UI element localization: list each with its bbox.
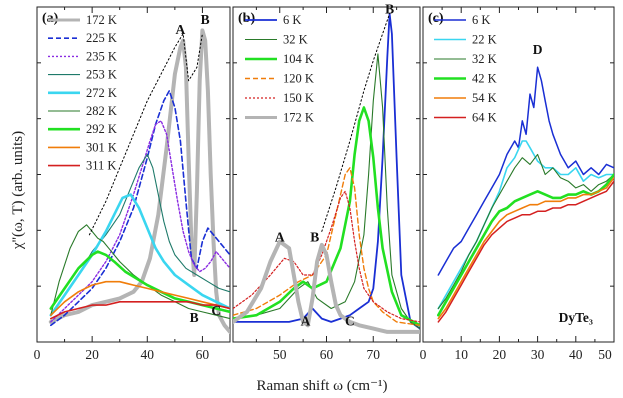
series-line-32K xyxy=(437,153,614,310)
legend-label: 6 K xyxy=(283,13,301,27)
series-line-104K xyxy=(233,106,420,327)
panel-2: 50 60 70 (b) 6 K 32 K 104 K 120 K 150 K 172 K A B A C… xyxy=(232,2,421,362)
series-line-172K xyxy=(233,239,420,334)
legend-label: 272 K xyxy=(86,86,117,100)
x-tick-label: 10 xyxy=(454,347,468,362)
x-tick-label: 40 xyxy=(141,347,155,362)
series-line-172K xyxy=(48,28,230,334)
legend-label: 6 K xyxy=(472,13,490,27)
annotation-label: D xyxy=(533,42,543,57)
series-line-64K xyxy=(437,180,614,323)
annotation-label: C xyxy=(211,303,221,318)
legend-label: 292 K xyxy=(86,122,117,136)
series-line-311K xyxy=(50,301,230,320)
x-tick-label: 0 xyxy=(420,347,427,362)
x-tick-label: 30 xyxy=(531,347,545,362)
legend-label: 172 K xyxy=(283,111,314,125)
series-group xyxy=(233,12,420,334)
series-group xyxy=(48,28,230,334)
series-line-6K xyxy=(233,12,420,330)
legend-label: 104 K xyxy=(283,52,314,66)
legend-label: 32 K xyxy=(472,52,497,66)
panel-label: (c) xyxy=(428,11,444,26)
legend-label: 172 K xyxy=(86,13,117,27)
x-axis-title: Raman shift ω (cm⁻¹) xyxy=(256,378,387,394)
x-tick-label: 20 xyxy=(493,347,507,362)
annotation-label: A xyxy=(275,230,285,245)
series-line-6K xyxy=(437,66,614,276)
guide-line xyxy=(321,13,391,232)
series-line-54K xyxy=(437,177,614,320)
legend-label: 64 K xyxy=(472,111,497,125)
x-tick-label: 40 xyxy=(569,347,583,362)
series-line-301K xyxy=(50,280,230,316)
legend-label: 42 K xyxy=(472,72,497,86)
legend-label: 150 K xyxy=(283,91,314,105)
series-line-120K xyxy=(233,167,420,326)
annotation-label: A xyxy=(175,22,185,37)
x-tick-label: 70 xyxy=(367,347,381,362)
legend-label: 311 K xyxy=(86,159,116,173)
series-line-253K xyxy=(50,153,230,316)
annotation-label: B xyxy=(310,230,319,245)
legend-label: 282 K xyxy=(86,104,117,118)
panel-3: 0 10 20 30 40 50 (c) 6 K 22 K 32 K 42 K 54 K 64 K D Dy… xyxy=(420,6,615,362)
series-group xyxy=(437,66,614,323)
annotation-label: B xyxy=(190,310,199,325)
y-axis-title: χ''(ω, T) (arb. units) xyxy=(10,131,26,250)
x-tick-label: 0 xyxy=(34,347,41,362)
series-line-225K xyxy=(50,90,230,327)
series-line-42K xyxy=(437,173,614,317)
series-line-272K xyxy=(49,193,230,317)
legend-label: 235 K xyxy=(86,49,117,63)
x-tick-label: 50 xyxy=(273,347,287,362)
annotation-label: B xyxy=(385,2,394,17)
series-line-282K xyxy=(50,224,230,320)
annotation-label: C xyxy=(345,313,355,328)
legend-label: 253 K xyxy=(86,68,117,82)
annotation-label: B xyxy=(201,12,210,27)
guide-line xyxy=(88,33,203,236)
x-tick-label: 20 xyxy=(85,347,99,362)
legend-label: 32 K xyxy=(283,33,308,47)
x-tick-label: 60 xyxy=(320,347,334,362)
annotation-label: DyTe₃ xyxy=(559,310,593,325)
legend-label: 22 K xyxy=(472,33,497,47)
legend-label: 225 K xyxy=(86,31,117,45)
legend-label: 120 K xyxy=(283,72,314,86)
legend-label: 301 K xyxy=(86,140,117,154)
x-tick-label: 50 xyxy=(598,347,612,362)
series-line-22K xyxy=(437,140,614,310)
series-line-150K xyxy=(233,190,420,323)
series-line-32K xyxy=(233,53,420,330)
series-line-235K xyxy=(50,120,230,323)
panel-label: (b) xyxy=(238,11,255,26)
x-tick-label: 60 xyxy=(196,347,210,362)
legend-label: 54 K xyxy=(472,91,497,105)
annotation-label: A xyxy=(301,313,311,328)
